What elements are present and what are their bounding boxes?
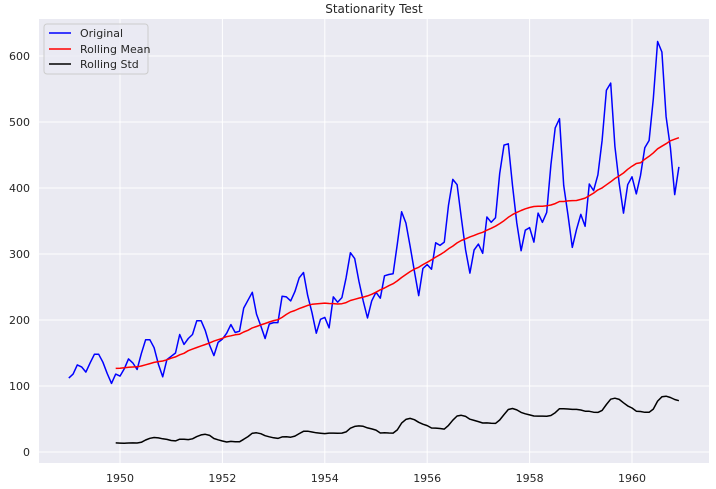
x-axis-ticks: 1950 1952 1954 1956 1958 1960 (106, 472, 646, 485)
y-tick-label: 500 (9, 116, 30, 129)
series-line-rolling-std (115, 395, 680, 445)
x-tick-label: 1956 (413, 472, 441, 485)
gridlines (39, 19, 709, 463)
legend-label-original: Original (80, 27, 123, 40)
legend: Original Rolling Mean Rolling Std (43, 23, 150, 75)
y-axis-ticks: 0 100 200 300 400 500 600 (9, 50, 30, 459)
x-tick-label: 1958 (516, 472, 544, 485)
series-line-original (68, 40, 680, 385)
x-tick-label: 1954 (311, 472, 339, 485)
y-tick-label: 100 (9, 380, 30, 393)
y-tick-label: 400 (9, 182, 30, 195)
legend-box (43, 23, 149, 75)
series-line-rolling-mean (115, 136, 680, 370)
legend-label-rolling-mean: Rolling Mean (80, 43, 150, 56)
x-tick-label: 1950 (106, 472, 134, 485)
chart-title: Stationarity Test (325, 2, 423, 16)
x-tick-label: 1952 (208, 472, 236, 485)
series-lines (68, 40, 680, 445)
y-tick-label: 600 (9, 50, 30, 63)
plot-area (39, 19, 709, 463)
y-tick-label: 300 (9, 248, 30, 261)
y-tick-label: 200 (9, 314, 30, 327)
legend-label-rolling-std: Rolling Std (80, 58, 139, 71)
x-tick-label: 1960 (618, 472, 646, 485)
y-tick-label: 0 (23, 446, 30, 459)
